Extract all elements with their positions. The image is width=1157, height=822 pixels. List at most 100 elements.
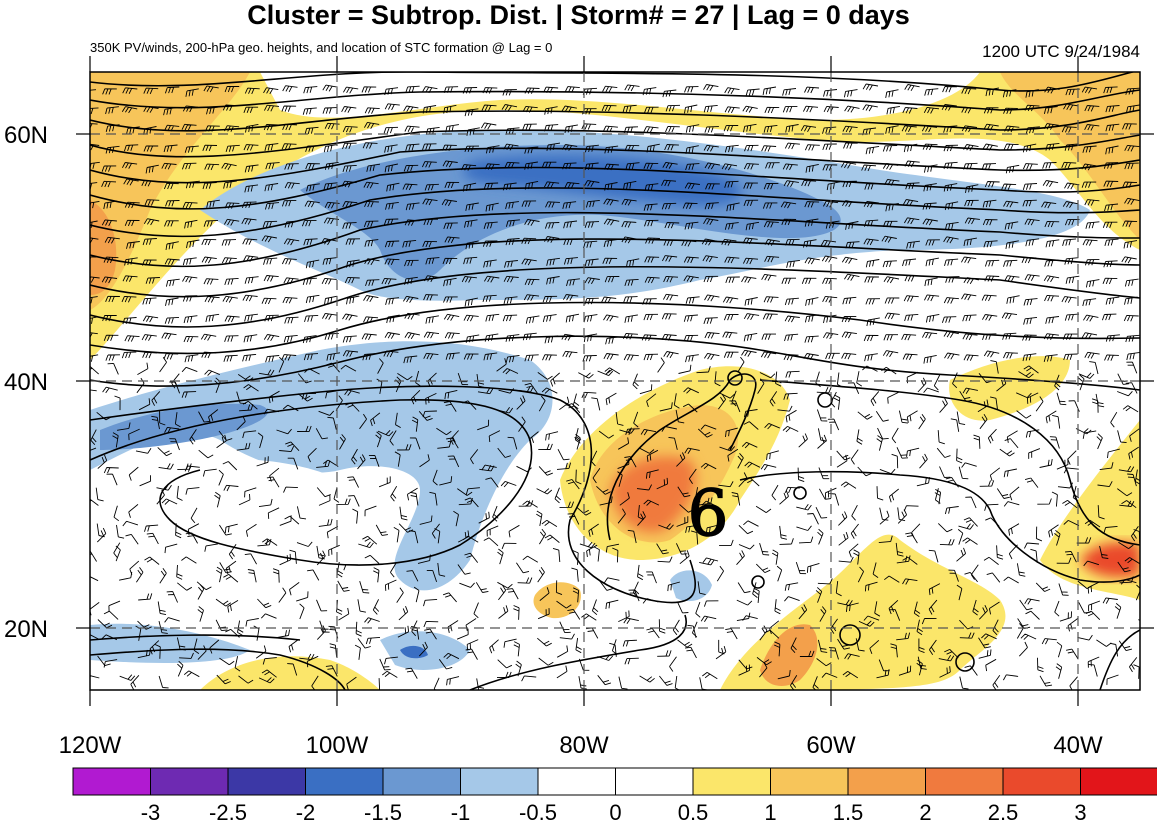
wind-barb bbox=[1067, 450, 1077, 465]
wind-barb bbox=[1043, 333, 1059, 341]
wind-barb bbox=[623, 617, 639, 625]
wind-barb bbox=[223, 354, 238, 362]
wind-barb bbox=[101, 219, 117, 227]
wind-barb bbox=[546, 257, 560, 266]
wind-barb bbox=[1064, 257, 1079, 265]
wind-barb bbox=[424, 183, 439, 191]
wind-barb bbox=[962, 333, 978, 341]
wind-barb bbox=[989, 467, 1001, 482]
wind-barb bbox=[244, 164, 259, 173]
contour-line bbox=[90, 187, 1140, 238]
wind-barb bbox=[201, 256, 217, 264]
wind-barb bbox=[842, 180, 857, 188]
wind-barb bbox=[1028, 448, 1041, 459]
wind-barb bbox=[884, 575, 900, 583]
wind-barb bbox=[593, 546, 600, 562]
wind-barb bbox=[1049, 436, 1060, 449]
wind-barb bbox=[844, 105, 860, 113]
wind-barb bbox=[923, 106, 940, 114]
wind-barb bbox=[763, 183, 779, 190]
wind-barb bbox=[121, 106, 138, 114]
wind-barb bbox=[505, 127, 520, 135]
wind-barb bbox=[319, 620, 330, 633]
wind-barb bbox=[263, 104, 280, 112]
wind-barb bbox=[206, 199, 220, 208]
wind-barb bbox=[143, 87, 159, 95]
wind-barb bbox=[112, 432, 119, 448]
wind-barb bbox=[956, 547, 967, 562]
wind-barb bbox=[485, 477, 499, 488]
wind-barb bbox=[164, 426, 180, 434]
wind-barb bbox=[1043, 275, 1060, 283]
wind-barb bbox=[644, 256, 660, 263]
wind-barb bbox=[866, 317, 880, 327]
wind-barb bbox=[623, 126, 639, 134]
wind-barb bbox=[90, 276, 100, 283]
wind-barb bbox=[554, 487, 561, 504]
wind-barb bbox=[1123, 240, 1138, 249]
wind-barb bbox=[403, 295, 419, 303]
wind-barb bbox=[201, 238, 217, 246]
wind-barb bbox=[853, 549, 860, 565]
wind-barb bbox=[565, 313, 580, 323]
wind-barb bbox=[157, 447, 172, 457]
wind-barb bbox=[324, 122, 340, 130]
wind-barb bbox=[538, 395, 546, 412]
wind-barb bbox=[861, 164, 877, 172]
wind-barb bbox=[543, 86, 559, 94]
wind-barb bbox=[325, 390, 339, 399]
wind-barb bbox=[564, 124, 578, 133]
wind-barb bbox=[782, 88, 797, 96]
wind-barb bbox=[566, 403, 581, 414]
wind-barb bbox=[845, 241, 860, 249]
wind-barb bbox=[497, 659, 513, 669]
wind-barb bbox=[982, 314, 998, 321]
wind-barb bbox=[840, 481, 857, 489]
wind-barb bbox=[394, 451, 401, 467]
wind-barb bbox=[948, 569, 959, 582]
wind-barb bbox=[238, 493, 251, 506]
wind-barb bbox=[897, 509, 908, 524]
wind-barb bbox=[225, 144, 240, 153]
wind-barb bbox=[95, 487, 104, 502]
wind-barb bbox=[263, 87, 279, 95]
wind-barb bbox=[760, 463, 777, 471]
wind-barb bbox=[304, 314, 319, 323]
wind-barb bbox=[879, 468, 896, 475]
wind-barb bbox=[738, 544, 755, 550]
wind-barb bbox=[700, 462, 717, 470]
wind-barb bbox=[90, 107, 99, 115]
wind-barb bbox=[738, 472, 748, 488]
wind-barb bbox=[842, 200, 858, 208]
wind-barb bbox=[797, 467, 805, 483]
wind-barb bbox=[819, 606, 827, 622]
wind-barb bbox=[242, 353, 257, 362]
wind-barb bbox=[404, 259, 419, 267]
wind-barb bbox=[522, 332, 537, 341]
wind-barb bbox=[885, 203, 899, 212]
wind-barb bbox=[963, 162, 978, 170]
wind-barb bbox=[1081, 181, 1097, 188]
wind-barb bbox=[678, 364, 692, 374]
wind-barb bbox=[1009, 486, 1020, 501]
wind-barb bbox=[1117, 488, 1133, 497]
wind-barb bbox=[602, 257, 618, 264]
colorbar-tick-label: 3 bbox=[1074, 800, 1086, 822]
wind-barb bbox=[682, 202, 698, 209]
wind-barb bbox=[1102, 597, 1118, 604]
wind-barb bbox=[123, 144, 139, 152]
wind-barb bbox=[169, 438, 180, 451]
wind-barb bbox=[785, 124, 799, 133]
wind-barb bbox=[223, 484, 239, 492]
wind-barb bbox=[244, 184, 259, 193]
wind-barb bbox=[372, 599, 380, 615]
wind-barb bbox=[928, 549, 939, 563]
wind-barb bbox=[1023, 365, 1039, 374]
wind-barb bbox=[922, 331, 938, 339]
wind-barb bbox=[1048, 524, 1059, 538]
wind-barb bbox=[1133, 664, 1140, 679]
wind-barb bbox=[409, 437, 421, 450]
wind-barb bbox=[784, 486, 800, 494]
wind-barb bbox=[431, 523, 440, 539]
wind-barb bbox=[518, 416, 526, 432]
